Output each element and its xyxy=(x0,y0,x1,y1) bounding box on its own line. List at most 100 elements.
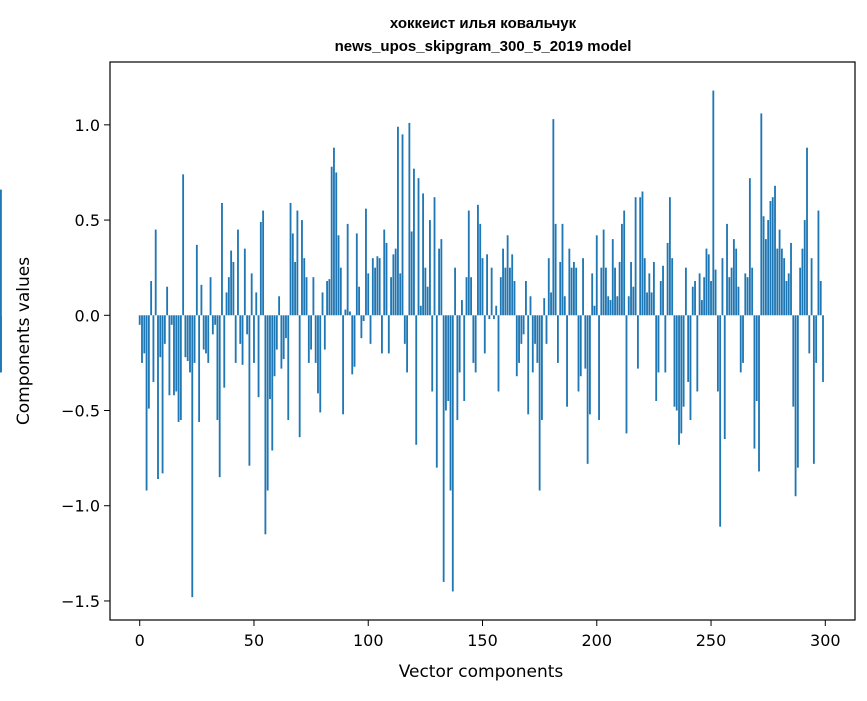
bar xyxy=(815,315,818,363)
bar xyxy=(664,315,667,373)
bar xyxy=(584,315,587,369)
y-tick-label: −1.5 xyxy=(61,592,100,611)
bar xyxy=(742,315,744,363)
bar xyxy=(593,305,596,316)
bar xyxy=(616,296,619,316)
bar xyxy=(467,210,470,316)
bar xyxy=(529,296,532,316)
bar xyxy=(792,315,795,407)
bar xyxy=(163,315,166,344)
bar xyxy=(282,315,285,360)
bar xyxy=(561,223,564,316)
bar xyxy=(241,315,244,365)
bar xyxy=(262,210,265,316)
bar xyxy=(431,315,434,392)
bar xyxy=(577,315,580,392)
bar xyxy=(429,220,431,316)
bar xyxy=(573,261,575,316)
bar xyxy=(150,281,153,316)
bar xyxy=(0,189,2,316)
bar xyxy=(321,292,324,316)
bar xyxy=(166,286,169,316)
bar xyxy=(481,258,484,316)
bar xyxy=(602,229,605,316)
bar xyxy=(195,244,198,316)
bar xyxy=(614,267,616,316)
bar xyxy=(173,315,175,396)
bar xyxy=(326,281,329,316)
bar xyxy=(545,315,548,344)
bar xyxy=(346,223,349,316)
bar xyxy=(406,315,408,373)
bar xyxy=(458,315,461,373)
bar xyxy=(767,220,770,316)
bar xyxy=(278,296,281,316)
bar xyxy=(673,315,676,407)
bar xyxy=(668,197,671,316)
bar xyxy=(138,315,141,325)
bar xyxy=(202,315,205,350)
bar xyxy=(184,315,187,358)
bar xyxy=(152,315,155,382)
bar xyxy=(307,315,310,363)
bars-group xyxy=(0,90,824,598)
bar xyxy=(488,315,491,320)
bar xyxy=(639,197,642,316)
bar xyxy=(735,248,738,316)
bar xyxy=(671,258,674,316)
bar xyxy=(643,258,646,316)
bar xyxy=(145,315,148,491)
bar xyxy=(456,315,459,421)
x-tick-label: 100 xyxy=(353,631,384,650)
bar xyxy=(684,267,687,316)
bar xyxy=(470,277,472,316)
bar xyxy=(509,267,511,316)
bar xyxy=(563,296,566,316)
bar xyxy=(790,242,792,316)
bar xyxy=(678,315,680,445)
bar xyxy=(387,315,390,354)
bar xyxy=(657,315,660,373)
bar xyxy=(760,113,763,316)
bar xyxy=(333,147,335,316)
x-tick-label: 150 xyxy=(467,631,498,650)
bar xyxy=(806,147,808,316)
bar xyxy=(255,292,258,316)
bar xyxy=(349,311,351,316)
bar xyxy=(554,223,557,316)
bar xyxy=(611,239,614,316)
bar xyxy=(175,315,178,392)
bar xyxy=(312,277,315,316)
bar xyxy=(687,315,690,382)
bar xyxy=(394,248,397,316)
bar xyxy=(271,315,274,451)
bar xyxy=(291,233,294,316)
bar xyxy=(714,269,717,316)
bar xyxy=(753,315,756,449)
bar xyxy=(682,315,685,407)
bar xyxy=(557,315,559,363)
bar xyxy=(662,265,664,316)
bar xyxy=(646,292,648,316)
bar xyxy=(771,197,774,316)
bar xyxy=(570,267,573,316)
bar xyxy=(783,258,786,316)
bar xyxy=(216,315,219,421)
bar xyxy=(728,277,731,316)
bar xyxy=(527,315,530,415)
bar xyxy=(415,315,418,445)
bar xyxy=(730,267,733,316)
bar xyxy=(659,281,662,316)
bar xyxy=(358,286,361,316)
bar xyxy=(442,315,445,582)
bar xyxy=(559,261,562,316)
bar xyxy=(378,258,381,316)
bar xyxy=(817,210,820,316)
bar xyxy=(719,315,722,527)
bar xyxy=(154,229,157,316)
bar xyxy=(620,223,623,316)
bar xyxy=(319,315,322,413)
bar xyxy=(323,315,326,350)
bar xyxy=(538,315,541,491)
bar xyxy=(161,315,164,474)
